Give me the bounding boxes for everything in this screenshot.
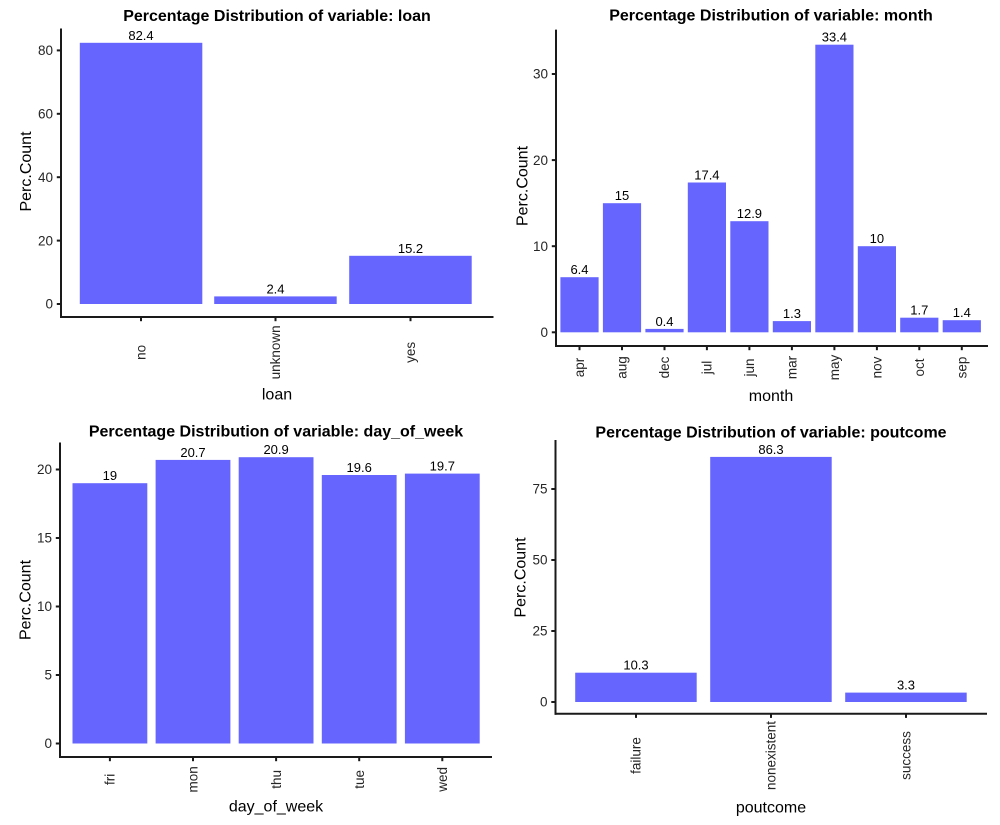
- svg-text:2.4: 2.4: [266, 281, 284, 296]
- svg-text:Percentage Distribution of var: Percentage Distribution of variable: loa…: [123, 8, 431, 25]
- svg-text:may: may: [827, 355, 842, 381]
- svg-text:jun: jun: [742, 358, 757, 377]
- svg-text:month: month: [749, 388, 793, 405]
- svg-text:0.4: 0.4: [655, 314, 673, 329]
- svg-text:thu: thu: [269, 770, 284, 789]
- svg-text:Percentage Distribution of var: Percentage Distribution of variable: mon…: [609, 8, 933, 25]
- svg-text:86.3: 86.3: [758, 442, 783, 457]
- svg-text:1.3: 1.3: [783, 306, 801, 321]
- svg-text:3.3: 3.3: [897, 678, 915, 693]
- svg-text:oct: oct: [912, 358, 927, 376]
- svg-text:80: 80: [38, 43, 53, 58]
- svg-text:nov: nov: [870, 356, 885, 378]
- svg-text:20: 20: [37, 462, 52, 477]
- svg-text:10: 10: [37, 599, 52, 614]
- svg-text:20: 20: [533, 153, 548, 168]
- svg-text:Perc.Count: Perc.Count: [515, 145, 532, 226]
- svg-text:15: 15: [37, 531, 52, 546]
- svg-text:5: 5: [44, 668, 52, 683]
- svg-text:10: 10: [870, 231, 884, 246]
- svg-text:poutcome: poutcome: [736, 800, 806, 817]
- svg-text:19.7: 19.7: [430, 459, 455, 474]
- svg-text:loan: loan: [262, 387, 292, 404]
- svg-text:yes: yes: [403, 342, 418, 363]
- svg-text:50: 50: [532, 553, 547, 568]
- svg-text:tue: tue: [352, 770, 367, 789]
- svg-text:day_of_week: day_of_week: [229, 799, 324, 816]
- svg-text:12.9: 12.9: [737, 206, 762, 221]
- svg-text:nonexistent: nonexistent: [764, 721, 779, 790]
- svg-text:10.3: 10.3: [623, 658, 648, 673]
- svg-text:20: 20: [38, 233, 53, 248]
- svg-text:0: 0: [44, 736, 52, 751]
- svg-text:82.4: 82.4: [128, 28, 153, 43]
- svg-text:40: 40: [38, 170, 53, 185]
- svg-text:19: 19: [103, 468, 117, 483]
- svg-text:15: 15: [615, 188, 629, 203]
- svg-text:1.7: 1.7: [910, 303, 928, 318]
- svg-text:wed: wed: [435, 767, 450, 793]
- svg-text:apr: apr: [572, 357, 587, 377]
- svg-text:30: 30: [533, 67, 548, 82]
- svg-text:mar: mar: [785, 355, 800, 379]
- svg-text:unknown: unknown: [268, 325, 283, 379]
- svg-text:10: 10: [533, 239, 548, 254]
- svg-text:15.2: 15.2: [398, 241, 423, 256]
- svg-text:19.6: 19.6: [347, 460, 372, 475]
- svg-text:25: 25: [532, 624, 547, 639]
- svg-text:60: 60: [38, 107, 53, 122]
- svg-text:20.9: 20.9: [263, 442, 288, 457]
- svg-text:17.4: 17.4: [694, 168, 719, 183]
- svg-text:Perc.Count: Perc.Count: [18, 559, 35, 640]
- svg-text:0: 0: [540, 695, 548, 710]
- svg-text:1.4: 1.4: [953, 305, 971, 320]
- svg-text:mon: mon: [186, 766, 201, 792]
- svg-text:Percentage Distribution of var: Percentage Distribution of variable: day…: [89, 424, 463, 441]
- svg-text:33.4: 33.4: [822, 30, 847, 45]
- svg-text:fri: fri: [103, 774, 118, 785]
- svg-text:sep: sep: [955, 357, 970, 379]
- svg-text:0: 0: [45, 297, 53, 312]
- svg-text:failure: failure: [629, 737, 644, 774]
- svg-text:Percentage Distribution of var: Percentage Distribution of variable: pou…: [595, 425, 946, 442]
- svg-text:0: 0: [540, 325, 548, 340]
- svg-text:6.4: 6.4: [570, 262, 588, 277]
- svg-text:75: 75: [532, 482, 547, 497]
- svg-text:dec: dec: [657, 356, 672, 378]
- svg-text:Perc.Count: Perc.Count: [513, 537, 530, 618]
- svg-text:aug: aug: [615, 356, 630, 379]
- svg-text:Perc.Count: Perc.Count: [18, 131, 35, 212]
- svg-text:jul: jul: [700, 361, 715, 376]
- svg-text:20.7: 20.7: [180, 445, 205, 460]
- svg-text:no: no: [134, 345, 149, 360]
- svg-text:success: success: [899, 731, 914, 780]
